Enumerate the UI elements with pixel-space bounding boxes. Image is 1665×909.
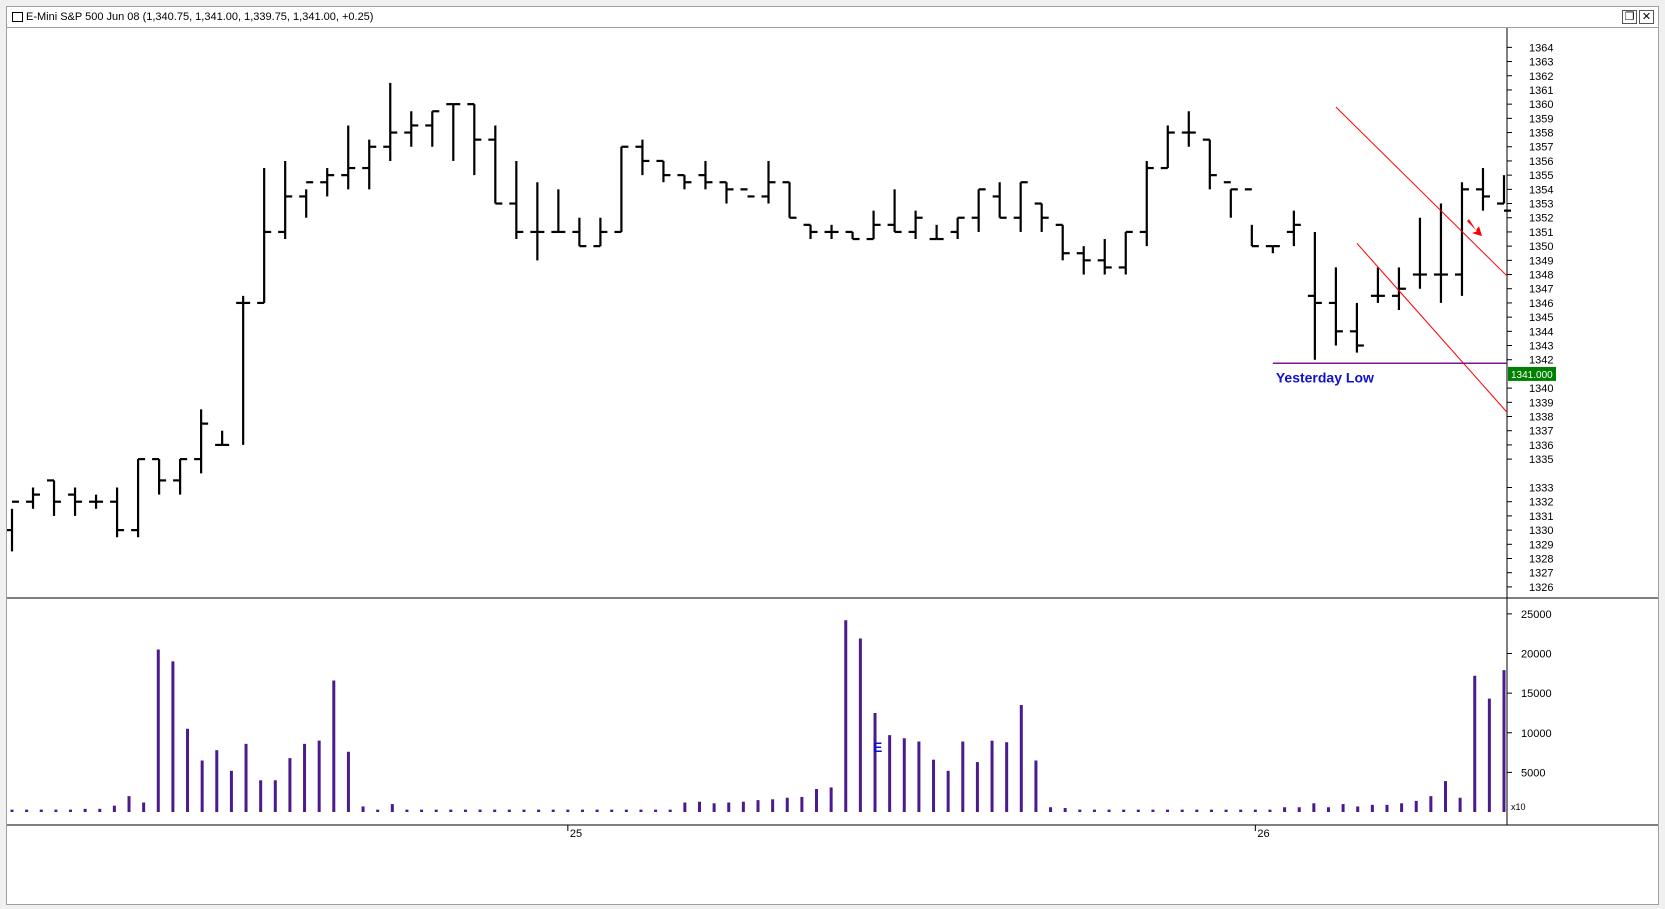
price-tick-label: 1339 bbox=[1529, 397, 1553, 409]
chart-area[interactable]: 1326 1327 1328 1329 1330 1331 1332 1333 1335 1336… bbox=[5, 28, 1659, 905]
price-tick-label: 1342 bbox=[1529, 355, 1553, 367]
price-tick-label: 1343 bbox=[1529, 341, 1553, 353]
price-tick-label: 1362 bbox=[1529, 71, 1553, 83]
price-tick-label: 1329 bbox=[1529, 539, 1553, 551]
volume-tick-label: 25000 bbox=[1521, 609, 1552, 621]
channel-lower-line bbox=[1356, 242, 1508, 413]
price-tick-label: 1348 bbox=[1529, 270, 1553, 282]
price-tick-label: 1355 bbox=[1529, 170, 1553, 182]
last-price-label: 1341.000 bbox=[1511, 370, 1553, 381]
volume-tick-label: 20000 bbox=[1521, 649, 1552, 661]
price-tick-label: 1354 bbox=[1529, 184, 1553, 196]
price-tick-label: 1336 bbox=[1529, 440, 1553, 452]
price-tick-label: 1331 bbox=[1529, 511, 1553, 523]
close-window-icon[interactable]: ✕ bbox=[1639, 10, 1654, 24]
price-tick-label: 1356 bbox=[1529, 156, 1553, 168]
price-tick-label: 1345 bbox=[1529, 312, 1553, 324]
price-tick-label: 1338 bbox=[1529, 412, 1553, 424]
price-tick-label: 1352 bbox=[1529, 213, 1553, 225]
price-tick-label: 1328 bbox=[1529, 554, 1553, 566]
window-titlebar[interactable]: E-Mini S&P 500 Jun 08 (1,340.75, 1,341.0… bbox=[6, 6, 1659, 28]
price-tick-label: 1332 bbox=[1529, 497, 1553, 509]
price-tick-label: 1344 bbox=[1529, 326, 1553, 338]
price-tick-label: 1347 bbox=[1529, 284, 1553, 296]
price-tick-label: 1353 bbox=[1529, 199, 1553, 211]
price-tick-label: 1350 bbox=[1529, 241, 1553, 253]
price-tick-label: 1358 bbox=[1529, 128, 1553, 140]
volume-marker-label: E bbox=[873, 739, 882, 755]
volume-tick-label: 15000 bbox=[1521, 688, 1552, 700]
volume-tick-label: 10000 bbox=[1521, 728, 1552, 740]
time-tick-label: 25 bbox=[570, 828, 582, 840]
price-tick-label: 1327 bbox=[1529, 568, 1553, 580]
price-tick-label: 1363 bbox=[1529, 57, 1553, 69]
price-tick-label: 1335 bbox=[1529, 454, 1553, 466]
volume-multiplier-label: x10 bbox=[1511, 802, 1526, 812]
down-arrow-icon bbox=[1467, 219, 1482, 237]
price-tick-label: 1346 bbox=[1529, 298, 1553, 310]
price-tick-label: 1351 bbox=[1529, 227, 1553, 239]
price-tick-label: 1349 bbox=[1529, 255, 1553, 267]
price-tick-label: 1333 bbox=[1529, 483, 1553, 495]
last-price-badge bbox=[1508, 366, 1556, 381]
volume-tick-label: 5000 bbox=[1521, 767, 1545, 779]
window-title: E-Mini S&P 500 Jun 08 (1,340.75, 1,341.0… bbox=[26, 11, 374, 23]
chart-svg: 1326 1327 1328 1329 1330 1331 1332 1333 1335 1336… bbox=[5, 28, 1658, 840]
price-tick-label: 1326 bbox=[1529, 582, 1553, 594]
restore-window-icon[interactable]: ❐ bbox=[1622, 10, 1637, 24]
price-tick-label: 1361 bbox=[1529, 85, 1553, 97]
price-tick-label: 1340 bbox=[1529, 383, 1553, 395]
price-tick-label: 1364 bbox=[1529, 42, 1553, 54]
price-tick-label: 1330 bbox=[1529, 525, 1553, 537]
channel-upper-line bbox=[1335, 106, 1508, 277]
price-tick-label: 1360 bbox=[1529, 99, 1553, 111]
price-tick-label: 1337 bbox=[1529, 426, 1553, 438]
time-tick-label: 26 bbox=[1257, 828, 1269, 840]
chart-window-icon bbox=[12, 12, 23, 22]
price-tick-label: 1357 bbox=[1529, 142, 1553, 154]
yesterday-low-label: Yesterday Low bbox=[1276, 369, 1374, 385]
price-tick-label: 1359 bbox=[1529, 113, 1553, 125]
